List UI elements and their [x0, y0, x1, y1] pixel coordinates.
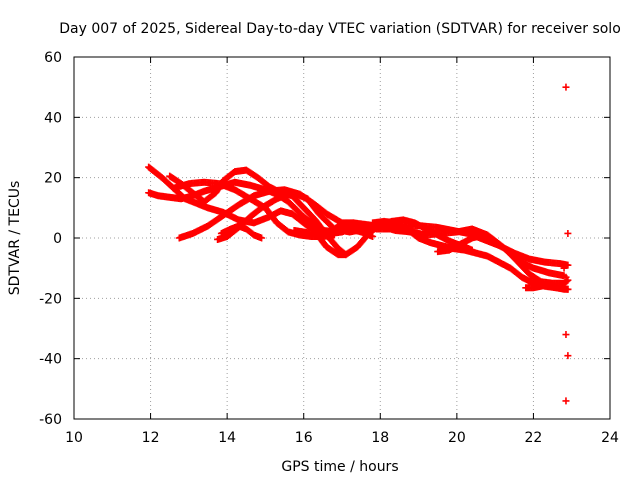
outlier-point	[560, 264, 568, 272]
plot-frame	[73, 56, 611, 420]
outlier-point	[562, 83, 570, 91]
x-tick-label: 10	[65, 430, 83, 446]
outlier-point	[562, 273, 570, 281]
x-tick-label: 20	[448, 430, 466, 446]
series-track-12	[434, 231, 572, 287]
outlier-point	[562, 397, 570, 405]
y-tick-label: 60	[44, 50, 62, 66]
tick-labels: 10 12 14 16 18 20 22 24 -60 -40 -20 0 20 40 60	[39, 50, 619, 446]
series-track-13	[522, 281, 572, 293]
x-tick-label: 24	[601, 430, 619, 446]
chart-title: Day 007 of 2025, Sidereal Day-to-day VTE…	[59, 21, 621, 37]
outlier-point	[564, 229, 572, 237]
y-tick-label: 0	[53, 231, 62, 247]
x-tick-label: 16	[295, 430, 313, 446]
y-tick-label: 40	[44, 110, 62, 126]
y-axis-title: SDTVAR / TECUs	[7, 181, 23, 296]
data-point	[564, 261, 572, 269]
outlier-point	[564, 352, 572, 360]
x-tick-label: 14	[218, 430, 236, 446]
x-tick-label: 22	[525, 430, 543, 446]
y-tick-label: 20	[44, 171, 62, 187]
data-point	[564, 285, 572, 293]
y-tick-label: -20	[39, 291, 62, 307]
x-tick-label: 18	[371, 430, 389, 446]
series-track-7	[217, 222, 266, 242]
data-point	[258, 234, 266, 242]
y-tick-label: -60	[39, 412, 62, 428]
data-points	[145, 83, 572, 405]
x-axis-title: GPS time / hours	[281, 459, 398, 475]
outlier-point	[562, 331, 570, 339]
data-point	[330, 231, 338, 239]
x-tick-label: 12	[142, 430, 160, 446]
y-tick-label: -40	[39, 352, 62, 368]
series-outliers	[560, 83, 572, 405]
